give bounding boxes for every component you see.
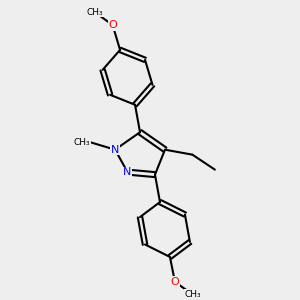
Text: CH₃: CH₃	[74, 138, 90, 147]
Text: CH₃: CH₃	[184, 290, 201, 299]
Text: O: O	[108, 20, 117, 30]
Text: O: O	[171, 277, 179, 287]
Text: N: N	[111, 145, 119, 155]
Text: CH₃: CH₃	[87, 8, 103, 17]
Text: N: N	[123, 167, 132, 177]
